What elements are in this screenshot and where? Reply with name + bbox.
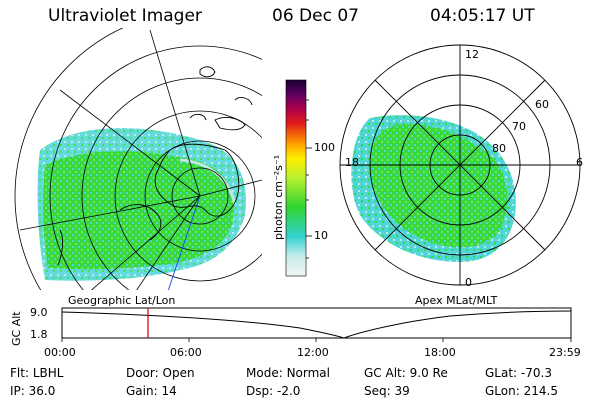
status-gc-alt: GC Alt: 9.0 Re [364,366,448,380]
status-dsp: Dsp: -2.0 [246,384,301,398]
status-seq: Seq: 39 [364,384,410,398]
mlt-label-6: 6 [576,156,583,169]
timeline-xtick-1800: 18:00 [424,346,456,359]
colorbar-unit-label: photon cm⁻²s⁻¹ [272,154,285,240]
timeline-ylabel: GC Alt [10,311,23,346]
mlat-label-80: 80 [492,142,506,155]
timeline-ytick-1-8: 1.8 [30,328,48,341]
date-label: 06 Dec 07 [272,6,359,26]
colorbar [285,79,307,277]
status-door: Door: Open [126,366,195,380]
geographic-caption: Geographic Lat/Lon [68,294,176,307]
mlt-label-12: 12 [465,48,479,61]
status-filter: Flt: LBHL [10,366,64,380]
mlat-label-70: 70 [512,120,526,133]
magnetic-polar-plot [351,115,516,262]
mlt-label-0: 0 [465,276,472,289]
status-glon: GLon: 214.5 [485,384,558,398]
colorbar-tick-10: 10 [314,229,328,242]
geographic-map [14,28,262,290]
status-mode: Mode: Normal [246,366,330,380]
status-ip: IP: 36.0 [10,384,56,398]
timeline-xtick-2359: 23:59 [549,346,581,359]
timeline-ytick-9: 9.0 [30,306,48,319]
apex-caption: Apex MLat/MLT [415,294,498,307]
status-glat: GLat: -70.3 [485,366,552,380]
timeline-xtick-0000: 00:00 [44,346,76,359]
timeline-xtick-0600: 06:00 [170,346,202,359]
mlat-label-60: 60 [535,98,549,111]
app-title: Ultraviolet Imager [48,6,202,26]
time-label: 04:05:17 UT [430,6,535,26]
status-gain: Gain: 14 [126,384,177,398]
timeline-xtick-1200: 12:00 [297,346,329,359]
mlt-label-18: 18 [345,156,359,169]
altitude-timeline [61,307,572,339]
colorbar-tick-100: 100 [314,141,335,154]
